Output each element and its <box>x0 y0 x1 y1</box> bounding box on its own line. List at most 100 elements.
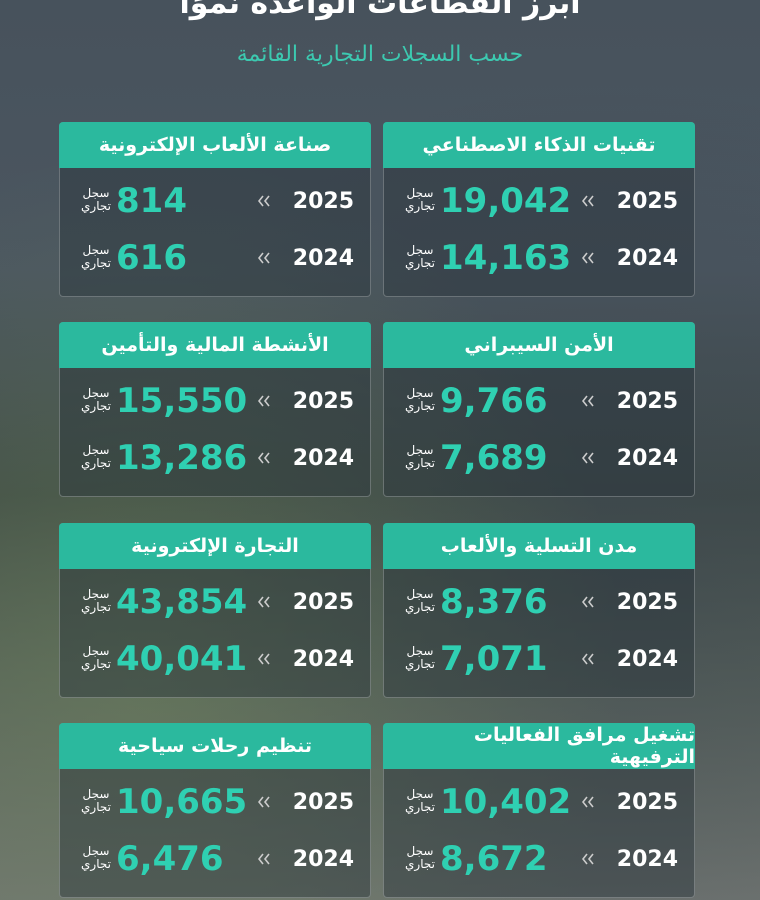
unit-line: تجاري <box>405 600 435 614</box>
card-title: التجارة الإلكترونية <box>59 523 371 569</box>
chevron <box>258 252 270 264</box>
card-title: الأنشطة المالية والتأمين <box>59 322 371 368</box>
chevron <box>582 452 594 464</box>
unit-label: سجل تجاري <box>76 444 116 470</box>
stat-row: 2024 13,286 سجل تجاري <box>60 438 370 482</box>
unit-line: سجل <box>406 844 434 858</box>
unit-line: سجل <box>82 243 110 257</box>
chevron <box>258 796 270 808</box>
stat-row: 2024 6,476 سجل تجاري <box>60 839 370 883</box>
year: 2025 <box>616 790 678 815</box>
unit-line: سجل <box>82 443 110 457</box>
value: 10,665 <box>116 782 248 822</box>
year: 2024 <box>616 246 678 271</box>
unit-line: تجاري <box>405 399 435 413</box>
year: 2025 <box>292 389 354 414</box>
unit-line: تجاري <box>81 456 111 470</box>
unit-line: تجاري <box>81 600 111 614</box>
stat-row: 2024 8,672 سجل تجاري <box>384 839 694 883</box>
card-title: صناعة الألعاب الإلكترونية <box>59 122 371 168</box>
year: 2024 <box>616 847 678 872</box>
unit-line: تجاري <box>81 857 111 871</box>
sector-card: صناعة الألعاب الإلكترونية 2025 814 سجل تجاري… <box>59 122 371 297</box>
chevron <box>258 452 270 464</box>
stat-row: 2025 43,854 سجل تجاري <box>60 582 370 626</box>
title: أبرز القطاعات الواعدة نموًا <box>179 0 581 21</box>
unit-line: تجاري <box>405 199 435 213</box>
sector-card: الأنشطة المالية والتأمين 2025 15,550 سجل تجا… <box>59 322 371 497</box>
card-title: مدن التسلية والألعاب <box>383 523 695 569</box>
sector-card: تقنيات الذكاء الاصطناعي 2025 19,042 سجل تجار… <box>383 122 695 297</box>
unit-line: سجل <box>406 644 434 658</box>
unit-line: تجاري <box>81 800 111 814</box>
unit-label: سجل تجاري <box>400 244 440 270</box>
unit-line: سجل <box>82 644 110 658</box>
value: 8,672 <box>440 839 548 879</box>
value: 7,689 <box>440 438 548 478</box>
unit-line: سجل <box>82 186 110 200</box>
year: 2025 <box>292 790 354 815</box>
sector-card: تشغيل مرافق الفعاليات الترفيهية 2025 10,40… <box>383 723 695 898</box>
unit-line: تجاري <box>81 657 111 671</box>
unit-line: تجاري <box>81 399 111 413</box>
unit-line: سجل <box>406 186 434 200</box>
unit-line: سجل <box>406 787 434 801</box>
unit-label: سجل تجاري <box>400 645 440 671</box>
unit-line: سجل <box>406 587 434 601</box>
value: 6,476 <box>116 839 224 879</box>
year: 2024 <box>292 446 354 471</box>
unit-line: سجل <box>406 443 434 457</box>
value: 15,550 <box>116 381 248 421</box>
unit-label: سجل تجاري <box>76 645 116 671</box>
year: 2025 <box>292 590 354 615</box>
stat-row: 2024 7,071 سجل تجاري <box>384 639 694 683</box>
value: 814 <box>116 181 187 221</box>
card-title: تنظيم رحلات سياحية <box>59 723 371 769</box>
value: 40,041 <box>116 639 248 679</box>
value: 9,766 <box>440 381 548 421</box>
chevron <box>258 653 270 665</box>
unit-line: تجاري <box>81 199 111 213</box>
sector-card: مدن التسلية والألعاب 2025 8,376 سجل تجاري 202… <box>383 523 695 698</box>
unit-line: سجل <box>82 844 110 858</box>
year: 2024 <box>616 446 678 471</box>
value: 7,071 <box>440 639 548 679</box>
chevron <box>582 252 594 264</box>
unit-line: سجل <box>82 386 110 400</box>
stat-row: 2024 14,163 سجل تجاري <box>384 238 694 282</box>
stat-row: 2024 7,689 سجل تجاري <box>384 438 694 482</box>
unit-label: سجل تجاري <box>76 187 116 213</box>
unit-label: سجل تجاري <box>76 244 116 270</box>
chevron <box>582 653 594 665</box>
unit-line: سجل <box>82 787 110 801</box>
sector-card: التجارة الإلكترونية 2025 43,854 سجل تجاري 202… <box>59 523 371 698</box>
year: 2025 <box>616 189 678 214</box>
value: 8,376 <box>440 582 548 622</box>
chevron <box>582 596 594 608</box>
stat-row: 2025 9,766 سجل تجاري <box>384 381 694 425</box>
unit-label: سجل تجاري <box>76 845 116 871</box>
sector-card: الأمن السيبراني 2025 9,766 سجل تجاري 2024 7,68… <box>383 322 695 497</box>
chevron <box>582 195 594 207</box>
value: 13,286 <box>116 438 248 478</box>
unit-line: سجل <box>406 243 434 257</box>
year: 2024 <box>292 647 354 672</box>
unit-label: سجل تجاري <box>76 387 116 413</box>
unit-line: تجاري <box>405 256 435 270</box>
card-title: تشغيل مرافق الفعاليات الترفيهية <box>383 723 695 769</box>
unit-label: سجل تجاري <box>76 588 116 614</box>
year: 2024 <box>616 647 678 672</box>
unit-line: تجاري <box>405 657 435 671</box>
chevron <box>582 395 594 407</box>
stat-row: 2025 15,550 سجل تجاري <box>60 381 370 425</box>
year: 2025 <box>616 590 678 615</box>
unit-label: سجل تجاري <box>400 444 440 470</box>
card-title: الأمن السيبراني <box>383 322 695 368</box>
stat-row: 2025 8,376 سجل تجاري <box>384 582 694 626</box>
unit-label: سجل تجاري <box>400 788 440 814</box>
card-title: تقنيات الذكاء الاصطناعي <box>383 122 695 168</box>
year: 2025 <box>292 189 354 214</box>
chevron <box>582 853 594 865</box>
unit-line: تجاري <box>81 256 111 270</box>
unit-label: سجل تجاري <box>400 845 440 871</box>
